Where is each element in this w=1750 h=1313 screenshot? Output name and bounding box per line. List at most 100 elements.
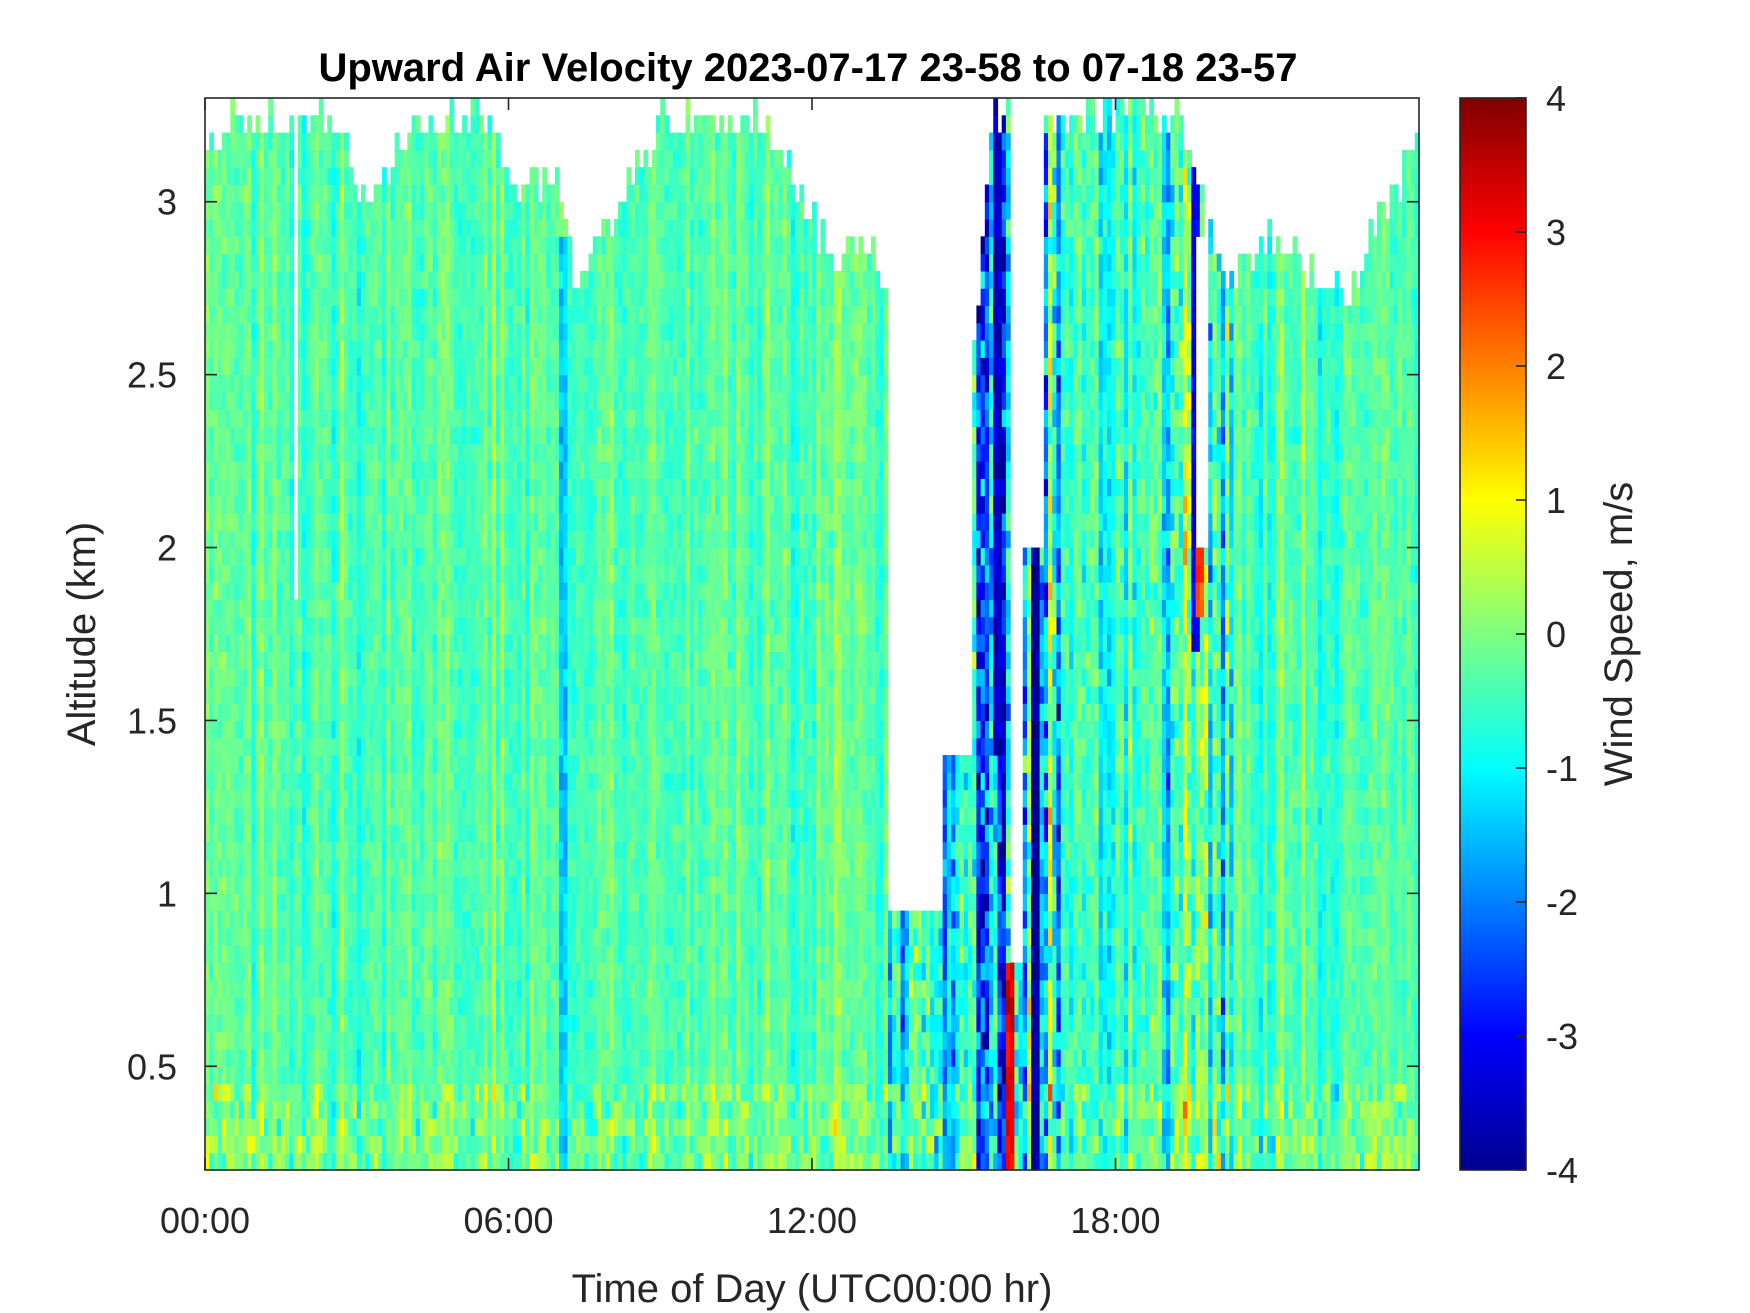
heatmap-cell [407,893,413,912]
heatmap-cell [238,634,244,652]
heatmap-cell [457,616,463,635]
heatmap-cell [398,582,404,601]
heatmap-cell [403,634,408,652]
heatmap-cell [238,876,244,894]
heatmap-cell [209,858,215,877]
heatmap-cell [276,512,282,531]
heatmap-cell [247,582,252,601]
heatmap-cell [297,772,303,791]
heatmap-cell [221,893,227,912]
heatmap-cell [449,927,455,946]
heatmap-cell [538,1100,543,1119]
heatmap-cell [335,305,341,324]
heatmap-cell [238,530,244,549]
heatmap-cell [285,409,290,428]
heatmap-cell [538,945,543,964]
heatmap-cell [297,495,303,514]
heatmap-cell [398,270,404,289]
heatmap-cell [478,512,484,531]
heatmap-cell [238,979,244,998]
heatmap-cell [242,668,248,687]
heatmap-cell [525,391,531,410]
heatmap-cell [221,322,227,341]
heatmap-cell [415,461,421,479]
heatmap-cell [394,703,400,722]
heatmap-cell [394,824,400,843]
heatmap-cell [205,1083,210,1102]
heatmap-cell [272,236,278,255]
heatmap-cell [386,634,392,652]
heatmap-cell [306,789,311,808]
heatmap-cell [331,789,337,808]
heatmap-cell [436,132,442,151]
heatmap-cell [306,305,311,324]
heatmap-cell [306,962,311,981]
heatmap-cell [474,634,480,652]
heatmap-cell [339,512,345,531]
heatmap-cell [487,1100,493,1119]
heatmap-cell [382,582,387,601]
heatmap-cell [301,755,307,773]
heatmap-cell [407,288,413,307]
heatmap-cell [521,789,526,808]
heatmap-cell [310,478,316,497]
heatmap-cell [436,184,442,203]
heatmap-cell [457,512,463,531]
heatmap-cell [470,634,476,652]
heatmap-cell [424,132,430,151]
heatmap-cell [242,374,248,393]
heatmap-cell [335,945,341,964]
heatmap-cell [360,305,366,324]
heatmap-cell [297,132,303,151]
heatmap-cell [209,1083,215,1102]
heatmap-cell [234,876,240,894]
heatmap-cell [407,997,413,1015]
heatmap-cell [323,668,328,687]
heatmap-cell [546,253,552,272]
heatmap-cell [554,962,560,981]
heatmap-cell [280,1100,286,1119]
heatmap-cell [327,1118,333,1137]
heatmap-cell [352,893,358,912]
heatmap-cell [542,945,548,964]
heatmap-cell [495,547,501,566]
heatmap-cell [504,876,510,894]
heatmap-cell [508,1118,514,1137]
heatmap-cell [495,858,501,877]
heatmap-cell [369,530,375,549]
heatmap-cell [213,582,219,601]
heatmap-cell [310,582,316,601]
heatmap-cell [360,1118,366,1137]
heatmap-cell [407,374,413,393]
heatmap-cell [453,703,459,722]
heatmap-cell [495,478,501,497]
heatmap-cell [226,616,231,635]
heatmap-cell [272,997,278,1015]
heatmap-cell [285,772,290,791]
heatmap-cell [285,806,290,825]
heatmap-cell [230,426,236,445]
heatmap-cell [221,599,227,618]
heatmap-cell [234,806,240,825]
heatmap-cell [491,201,497,220]
heatmap-cell [428,824,434,843]
heatmap-cell [356,876,362,894]
heatmap-cell [205,772,210,791]
heatmap-cell [453,391,459,410]
heatmap-cell [339,409,345,428]
heatmap-cell [415,547,421,566]
heatmap-cell [213,1014,219,1033]
heatmap-cell [550,1135,556,1154]
heatmap-cell [242,720,248,739]
heatmap-cell [441,1152,446,1171]
heatmap-cell [268,149,274,168]
heatmap-cell [276,357,282,376]
heatmap-cell [483,288,489,307]
heatmap-cell [550,634,556,652]
heatmap-cell [512,547,518,566]
heatmap-cell [483,357,489,376]
heatmap-cell [264,253,269,272]
heatmap-cell [339,1048,345,1067]
heatmap-cell [512,426,518,445]
heatmap-cell [251,634,257,652]
